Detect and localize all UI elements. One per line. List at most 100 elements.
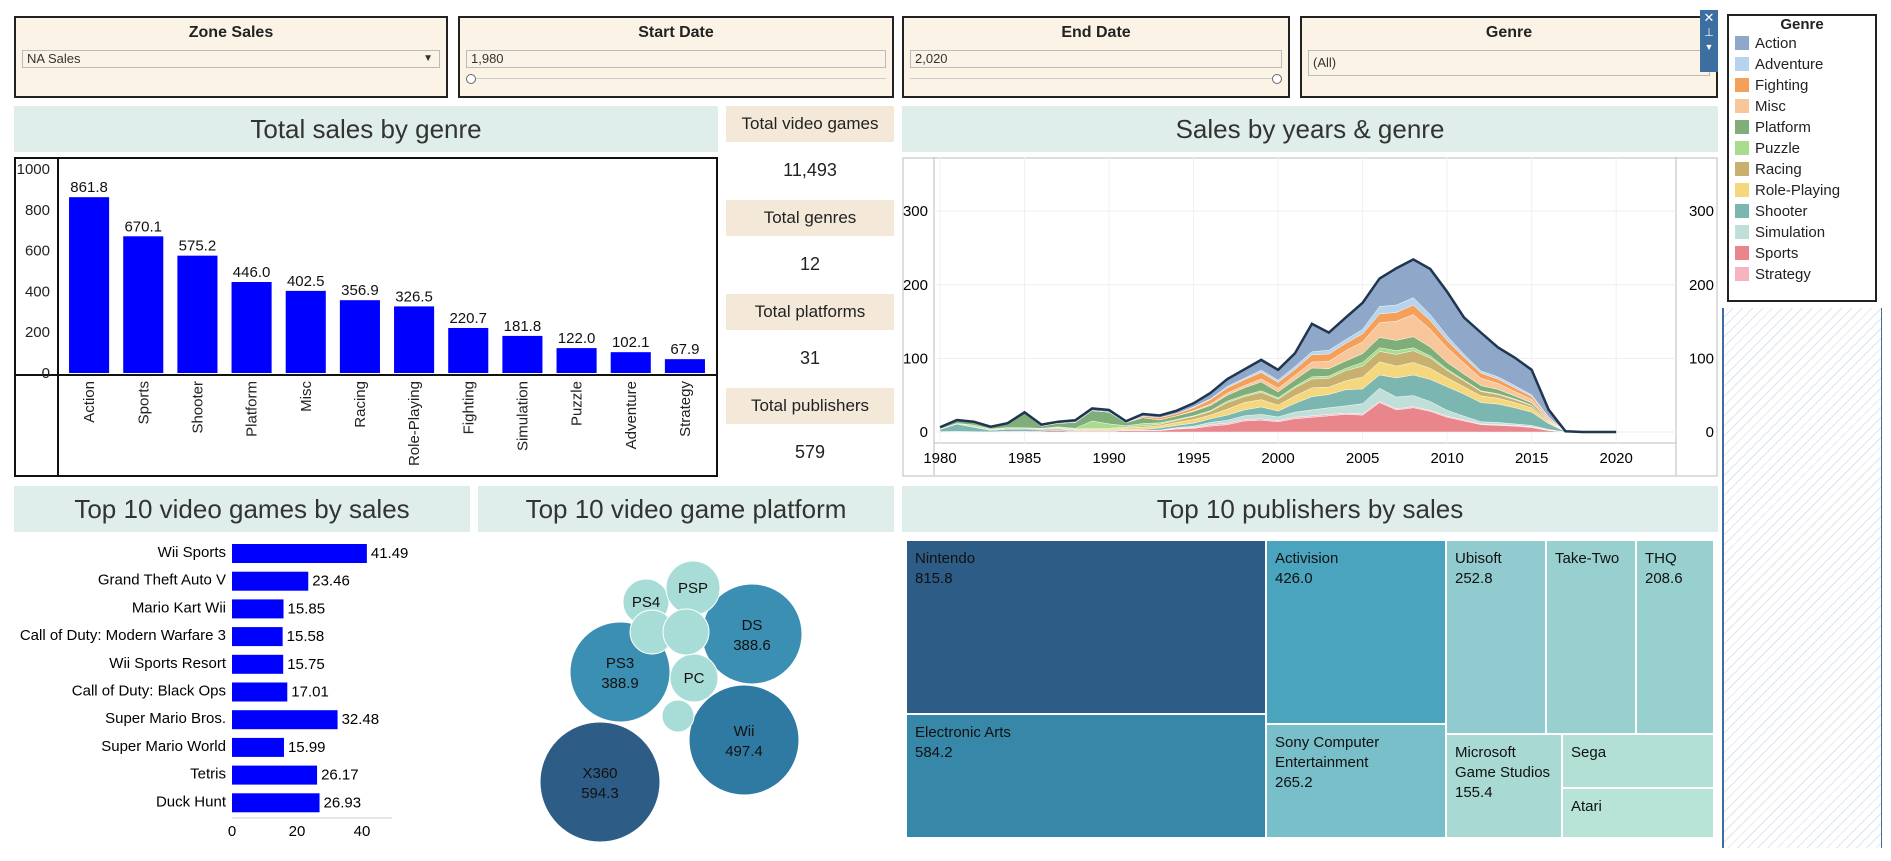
kpi-label: Total publishers [726, 388, 894, 424]
publisher-name: Atari [1571, 798, 1602, 815]
treemap-cell[interactable]: Activision 426.0 [1266, 540, 1446, 724]
bubble [662, 608, 710, 656]
y-tick-label-right: 100 [1689, 350, 1714, 367]
legend-item[interactable]: Racing [1729, 159, 1875, 180]
legend-item[interactable]: Action [1729, 33, 1875, 54]
legend-item[interactable]: Misc [1729, 96, 1875, 117]
pin-icon[interactable]: ⊥ [1704, 27, 1714, 39]
data-label: 15.99 [288, 739, 326, 756]
genre-legend[interactable]: Genre Action Adventure Fighting Misc Platfor… [1727, 14, 1877, 302]
bar [285, 290, 326, 373]
end-date-slider[interactable] [910, 74, 1282, 88]
end-date-input[interactable]: 2,020 [910, 50, 1282, 68]
genre-bar-chart[interactable]: 0 200 400 600 800 1000 861.8 Action 670.1 Sports 5… [14, 157, 718, 477]
end-date-filter[interactable]: End Date 2,020 [902, 16, 1290, 98]
bubble-label: X360 [582, 765, 617, 782]
legend-label: Adventure [1755, 56, 1824, 73]
publisher-name: Microsoft Game Studios [1455, 744, 1551, 781]
data-label: 15.75 [287, 656, 325, 673]
dropdown-value: NA Sales [27, 51, 81, 66]
legend-label: Strategy [1755, 266, 1811, 283]
legend-item[interactable]: Fighting [1729, 75, 1875, 96]
treemap-cell[interactable]: Sony Computer Entertainment 265.2 [1266, 724, 1446, 838]
y-tick-label: 0 [920, 424, 928, 441]
legend-item[interactable]: Strategy [1729, 264, 1875, 285]
bar [232, 682, 288, 702]
menu-icon[interactable]: ▼ [1704, 42, 1714, 52]
kpi-label: Total genres [726, 200, 894, 236]
zone-sales-dropdown[interactable]: NA Sales ▼ [22, 50, 440, 68]
category-label: Wii Sports [158, 544, 226, 561]
legend-label: Racing [1755, 161, 1802, 178]
start-date-slider[interactable] [466, 74, 886, 88]
start-date-filter[interactable]: Start Date 1,980 [458, 16, 894, 98]
filter-title: Start Date [638, 24, 714, 41]
treemap-cell[interactable]: Nintendo 815.8 [906, 540, 1266, 714]
data-label: 17.01 [291, 684, 329, 701]
legend-label: Puzzle [1755, 140, 1801, 157]
bar [177, 255, 218, 373]
y-tick-label: 200 [25, 324, 50, 341]
data-label: 326.5 [395, 288, 433, 305]
legend-scroll-area [1722, 308, 1882, 848]
y-tick-label: 400 [25, 283, 50, 300]
x-tick-label: 1980 [923, 450, 956, 467]
y-tick-label: 0 [42, 365, 50, 382]
data-label: 15.85 [288, 600, 326, 617]
legend-item[interactable]: Simulation [1729, 222, 1875, 243]
treemap-cell[interactable]: Sega [1562, 734, 1714, 788]
x-tick-label: Simulation [514, 381, 531, 451]
filter-title: End Date [1061, 24, 1131, 41]
y-tick-label: 300 [903, 203, 928, 220]
bar [232, 599, 284, 619]
legend-item[interactable]: Puzzle [1729, 138, 1875, 159]
legend-item[interactable]: Platform [1729, 117, 1875, 138]
data-label: 67.9 [670, 341, 699, 358]
slider-handle[interactable] [1272, 74, 1282, 84]
toolbar-strip[interactable]: ✕ ⊥ ▼ [1700, 10, 1718, 72]
platform-bubble-chart[interactable]: X360 594.3 Wii 497.4 PS3 388.9 DS 388.6 PS4 PSP PC [478, 534, 894, 854]
sales-area-chart[interactable]: 0 0 100 100 200 200 300 300 1980 1985 1990 1995 2000… [902, 157, 1718, 477]
x-tick-label: Action [81, 381, 98, 423]
treemap-cell[interactable]: Take-Two [1546, 540, 1636, 734]
data-label: 32.48 [342, 711, 380, 728]
bar [664, 359, 705, 373]
publisher-value: 155.4 [1455, 784, 1493, 801]
chevron-down-icon[interactable]: ▼ [423, 53, 433, 64]
treemap-cell[interactable]: Atari [1562, 788, 1714, 838]
legend-label: Action [1755, 35, 1797, 52]
legend-item[interactable]: Sports [1729, 243, 1875, 264]
data-label: 446.0 [233, 264, 271, 281]
filter-title: Genre [1485, 24, 1533, 41]
treemap-cell[interactable]: Microsoft Game Studios 155.4 [1446, 734, 1562, 838]
x-tick-label: 2015 [1515, 450, 1548, 467]
publishers-treemap[interactable]: Nintendo 815.8 Electronic Arts 584.2 Activis… [906, 540, 1714, 838]
legend-item[interactable]: Role-Playing [1729, 180, 1875, 201]
bar [448, 327, 489, 373]
x-tick-label: Puzzle [569, 381, 586, 426]
genre-filter[interactable]: Genre (All) [1300, 16, 1718, 98]
x-tick-label: Role-Playing [406, 381, 423, 466]
legend-item[interactable]: Adventure [1729, 54, 1875, 75]
slider-handle[interactable] [466, 74, 476, 84]
publisher-name: Sega [1571, 744, 1607, 761]
category-label: Super Mario Bros. [105, 710, 226, 727]
publisher-value: 265.2 [1275, 774, 1313, 791]
treemap-cell[interactable]: THQ 208.6 [1636, 540, 1714, 734]
close-icon[interactable]: ✕ [1703, 10, 1715, 25]
data-label: 23.46 [312, 573, 350, 590]
bar [502, 335, 543, 373]
data-label: 26.17 [321, 767, 359, 784]
treemap-cell[interactable]: Electronic Arts 584.2 [906, 714, 1266, 838]
legend-item[interactable]: Shooter [1729, 201, 1875, 222]
start-date-input[interactable]: 1,980 [466, 50, 886, 68]
data-label: 861.8 [70, 179, 108, 196]
publisher-name: Sony Computer Entertainment [1275, 734, 1380, 771]
genre-dropdown[interactable]: (All) [1308, 50, 1710, 76]
legend-label: Role-Playing [1755, 182, 1841, 199]
zone-sales-filter[interactable]: Zone Sales NA Sales ▼ [14, 16, 448, 98]
total-outline [939, 257, 1617, 434]
bar [232, 544, 367, 563]
top-games-bar-chart[interactable]: Wii Sports 41.49 Grand Theft Auto V 23.46 Ma… [14, 534, 470, 844]
treemap-cell[interactable]: Ubisoft 252.8 [1446, 540, 1546, 734]
